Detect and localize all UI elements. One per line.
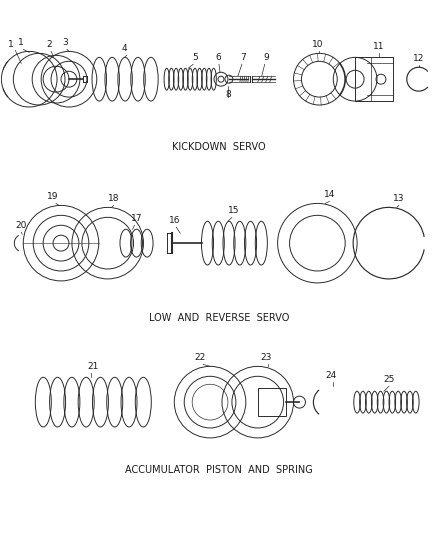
Text: 18: 18 bbox=[108, 195, 120, 204]
Text: 24: 24 bbox=[326, 372, 337, 380]
Text: 10: 10 bbox=[311, 41, 323, 50]
Text: 9: 9 bbox=[264, 53, 269, 62]
Text: 25: 25 bbox=[383, 375, 395, 384]
Text: 12: 12 bbox=[413, 54, 424, 63]
Text: KICKDOWN  SERVO: KICKDOWN SERVO bbox=[172, 142, 266, 152]
Text: 14: 14 bbox=[324, 190, 335, 199]
Text: 22: 22 bbox=[194, 353, 206, 362]
Text: 17: 17 bbox=[131, 214, 142, 223]
Text: 23: 23 bbox=[260, 353, 272, 362]
Bar bbox=[258, 388, 286, 416]
Text: 4: 4 bbox=[122, 44, 127, 53]
Text: 2: 2 bbox=[46, 41, 52, 50]
Text: ACCUMULATOR  PISTON  AND  SPRING: ACCUMULATOR PISTON AND SPRING bbox=[125, 465, 313, 475]
Bar bbox=[355, 58, 393, 101]
Text: 5: 5 bbox=[192, 53, 198, 62]
Text: 6: 6 bbox=[215, 53, 221, 62]
Text: 3: 3 bbox=[62, 38, 68, 47]
Text: 20: 20 bbox=[16, 221, 27, 230]
Text: 13: 13 bbox=[393, 195, 405, 204]
Text: 11: 11 bbox=[373, 42, 385, 51]
Text: 21: 21 bbox=[87, 362, 99, 372]
Text: 16: 16 bbox=[169, 216, 180, 225]
Text: 1: 1 bbox=[8, 41, 14, 50]
Text: 19: 19 bbox=[47, 192, 59, 201]
Text: LOW  AND  REVERSE  SERVO: LOW AND REVERSE SERVO bbox=[149, 313, 289, 322]
Text: 15: 15 bbox=[228, 206, 240, 215]
Text: 1: 1 bbox=[18, 38, 24, 47]
Text: 7: 7 bbox=[240, 53, 246, 62]
Text: 8: 8 bbox=[225, 90, 231, 99]
